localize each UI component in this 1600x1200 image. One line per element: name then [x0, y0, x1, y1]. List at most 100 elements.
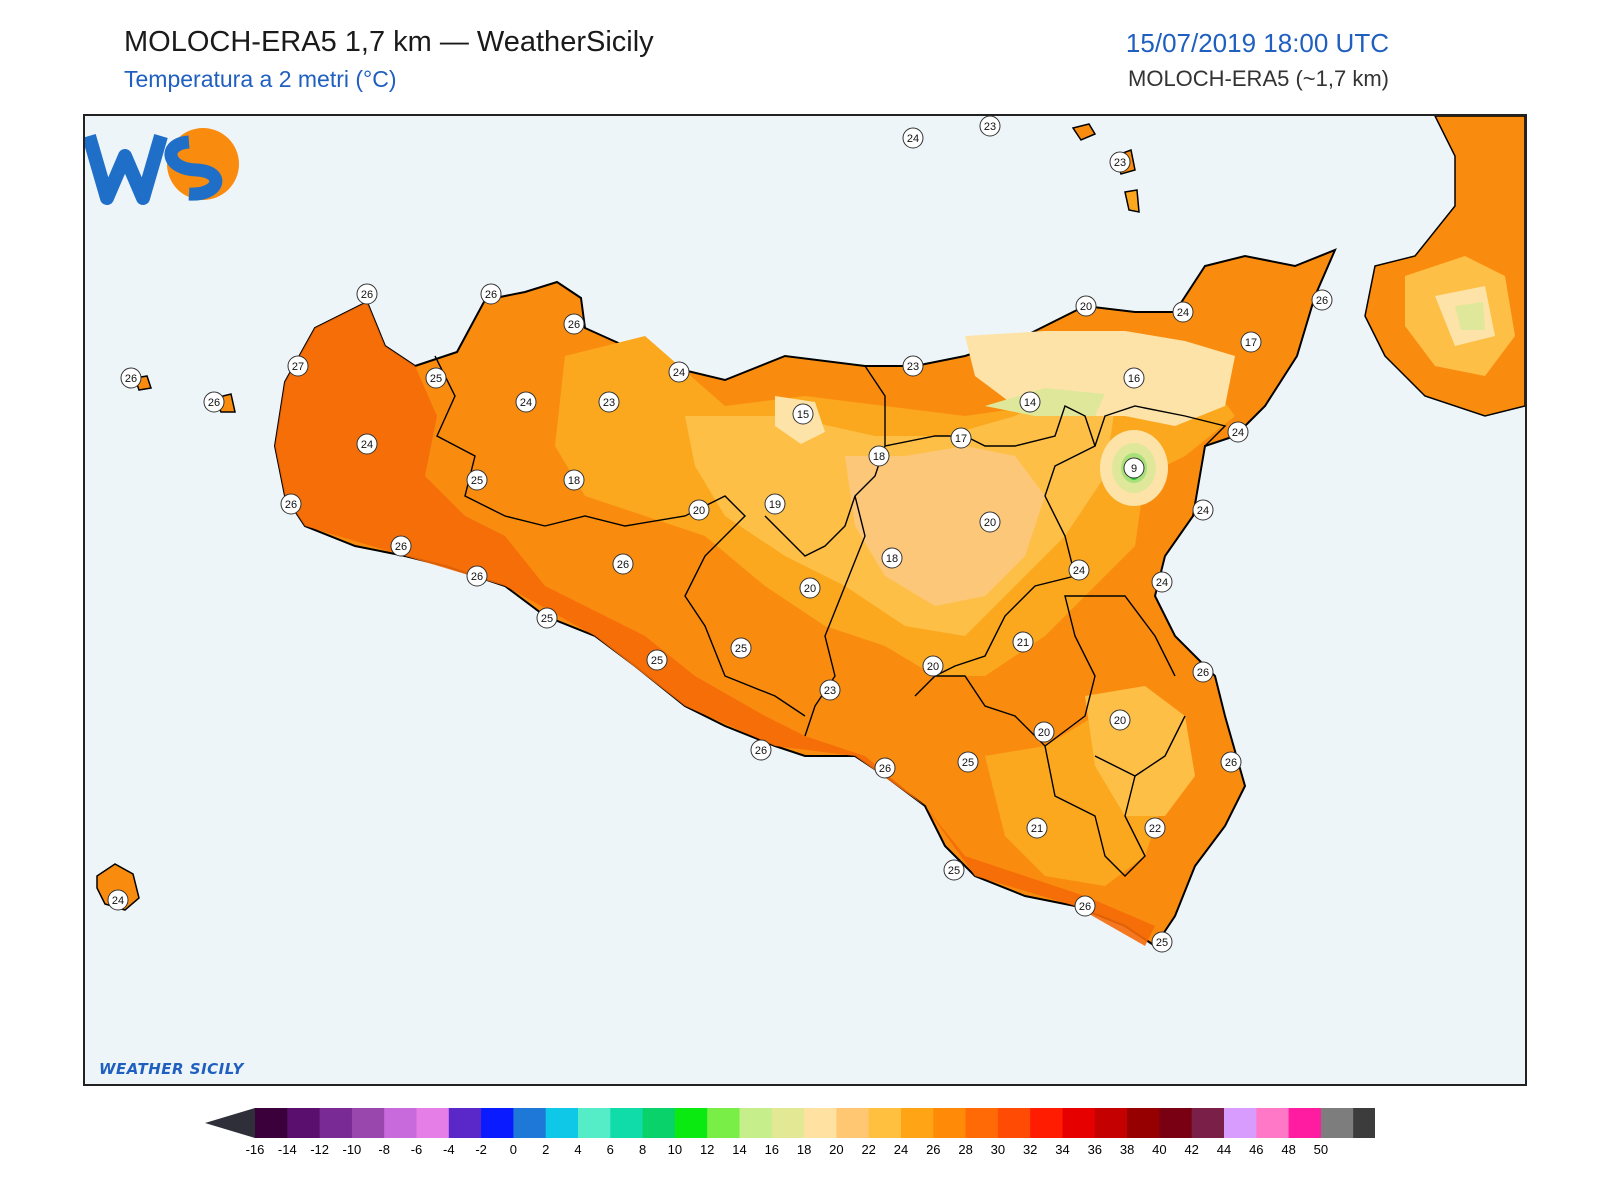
station-marker: 24 [515, 391, 537, 413]
colorbar-swatch [416, 1108, 450, 1138]
colorbar-tick-label: 36 [1088, 1142, 1102, 1157]
station-value: 14 [1024, 397, 1036, 409]
colorbar-swatch [901, 1108, 934, 1138]
colorbar-tick-label: 22 [861, 1142, 875, 1157]
station-marker: 9 [1123, 457, 1145, 479]
station-marker: 23 [979, 116, 1001, 137]
colorbar-tick-label: 38 [1120, 1142, 1134, 1157]
station-marker: 26 [480, 283, 502, 305]
station-marker: 18 [868, 445, 890, 467]
colorbar-swatch [255, 1108, 288, 1138]
station-circle [1192, 499, 1214, 521]
station-value: 24 [907, 133, 919, 145]
station-value: 25 [962, 757, 974, 769]
station-circle [1075, 295, 1097, 317]
colorbar: -16 -14 -12 -10 -8 -6 -4 -2 0 2 4 6 8 10 12 14 16 18 20 22 2… [205, 1108, 1375, 1157]
station-marker: 20 [688, 499, 710, 521]
station-circle [668, 361, 690, 383]
station-circle [1172, 301, 1194, 323]
station-value: 21 [1017, 637, 1029, 649]
station-value: 22 [1149, 823, 1161, 835]
station-marker: 21 [1012, 631, 1034, 653]
station-marker: 20 [1033, 721, 1055, 743]
station-circle [1026, 817, 1048, 839]
station-marker: 20 [979, 511, 1001, 533]
station-markers: 24 23 23 26 26 26 20 24 26 26 27 25 24 23 17 26 24 23 16 14… [107, 116, 1333, 953]
station-marker: 26 [280, 493, 302, 515]
colorbar-tick-label: 16 [765, 1142, 779, 1157]
station-circle [799, 577, 821, 599]
station-circle [480, 283, 502, 305]
station-marker: 24 [1068, 559, 1090, 581]
colorbar-tick-label: -8 [378, 1142, 390, 1157]
station-circle [515, 391, 537, 413]
station-value: 9 [1131, 463, 1137, 475]
model-label: MOLOCH-ERA5 (~1,7 km) [1128, 66, 1389, 91]
station-marker: 16 [1123, 367, 1145, 389]
station-marker: 24 [107, 889, 129, 911]
station-value: 18 [873, 451, 885, 463]
station-value: 26 [1079, 901, 1091, 913]
station-circle [203, 391, 225, 413]
station-value: 26 [1197, 667, 1209, 679]
station-circle [120, 367, 142, 389]
colorbar-tick-label: 8 [639, 1142, 646, 1157]
colorbar-tick-label: 10 [668, 1142, 682, 1157]
weather-sicily-logo-icon [85, 128, 239, 205]
station-value: 25 [1156, 937, 1168, 949]
colorbar-swatch [578, 1108, 611, 1138]
station-marker: 25 [536, 607, 558, 629]
station-circle [979, 511, 1001, 533]
colorbar-tick-label: -4 [443, 1142, 455, 1157]
station-value: 24 [1232, 427, 1244, 439]
colorbar-tick-label: 50 [1314, 1142, 1328, 1157]
station-marker: 26 [750, 739, 772, 761]
station-value: 26 [568, 319, 580, 331]
station-value: 27 [292, 361, 304, 373]
station-marker: 24 [902, 127, 924, 149]
station-value: 26 [755, 745, 767, 757]
temperature-map: 24 23 23 26 26 26 20 24 26 26 27 25 24 23 17 26 24 23 16 14… [83, 114, 1527, 1086]
station-value: 24 [112, 895, 124, 907]
station-marker: 18 [881, 547, 903, 569]
colorbar-tick-label: -6 [411, 1142, 423, 1157]
station-marker: 14 [1019, 391, 1041, 413]
colorbar-swatch [319, 1108, 353, 1138]
station-circle [107, 889, 129, 911]
station-value: 24 [520, 397, 532, 409]
station-value: 16 [1128, 373, 1140, 385]
station-value: 26 [1225, 757, 1237, 769]
station-marker: 20 [799, 577, 821, 599]
station-value: 24 [1177, 307, 1189, 319]
station-marker: 25 [466, 469, 488, 491]
station-marker: 19 [764, 493, 786, 515]
station-value: 20 [927, 661, 939, 673]
station-value: 26 [208, 397, 220, 409]
station-marker: 25 [425, 367, 447, 389]
colorbar-swatch [481, 1108, 514, 1138]
colorbar-tick-label: -2 [475, 1142, 487, 1157]
colorbar-tick-label: -10 [343, 1142, 362, 1157]
station-value: 17 [955, 433, 967, 445]
station-circle [1012, 631, 1034, 653]
station-value: 23 [1114, 157, 1126, 169]
station-value: 26 [361, 289, 373, 301]
station-circle [598, 391, 620, 413]
station-marker: 23 [1109, 151, 1131, 173]
station-value: 24 [1197, 505, 1209, 517]
valid-time: 15/07/2019 18:00 UTC [1125, 28, 1389, 58]
station-marker: 20 [1075, 295, 1097, 317]
station-circle [730, 637, 752, 659]
station-marker: 25 [957, 751, 979, 773]
station-circle [356, 283, 378, 305]
station-marker: 26 [203, 391, 225, 413]
colorbar-tick-label: -16 [246, 1142, 265, 1157]
station-marker: 15 [792, 403, 814, 425]
station-circle [1068, 559, 1090, 581]
colorbar-swatch [771, 1108, 805, 1138]
colorbar-tick-label: 2 [542, 1142, 549, 1157]
station-value: 26 [125, 373, 137, 385]
colorbar-tick-label: 34 [1055, 1142, 1069, 1157]
colorbar-swatch [384, 1108, 417, 1138]
station-circle [868, 445, 890, 467]
